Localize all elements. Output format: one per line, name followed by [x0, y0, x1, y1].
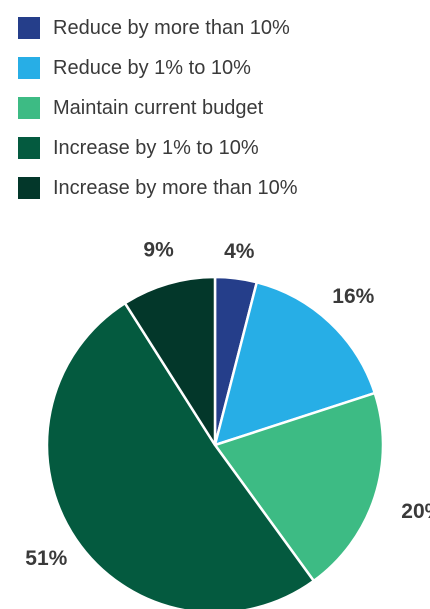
- pie-slice-5: [123, 275, 217, 447]
- legend-label: Maintain current budget: [53, 96, 264, 119]
- pie-value-label-4: 51%: [25, 547, 67, 570]
- legend-swatch: [18, 57, 40, 79]
- legend-swatch: [18, 177, 40, 199]
- legend-label: Increase by more than 10%: [53, 176, 298, 199]
- pie-value-label-2: 16%: [332, 285, 374, 308]
- legend-label: Reduce by more than 10%: [53, 16, 290, 39]
- legend-label: Increase by 1% to 10%: [53, 136, 259, 159]
- pie-value-label-3: 20%: [401, 500, 430, 523]
- legend-item-increase-1-to-10: Increase by 1% to 10%: [18, 128, 418, 168]
- legend-swatch: [18, 97, 40, 119]
- pie-slice-3: [213, 391, 385, 583]
- pie-value-label-5: 9%: [143, 239, 174, 262]
- legend-swatch: [18, 17, 40, 39]
- pie-slices: [45, 275, 385, 609]
- pie-slice-2: [213, 281, 377, 447]
- legend-item-reduce-more-than-10: Reduce by more than 10%: [18, 8, 418, 48]
- legend-item-increase-more-than-10: Increase by more than 10%: [18, 168, 418, 208]
- legend-swatch: [18, 137, 40, 159]
- pie-value-label-1: 4%: [224, 240, 255, 263]
- pie-slice-4: [45, 301, 315, 609]
- legend-label: Reduce by 1% to 10%: [53, 56, 251, 79]
- legend: Reduce by more than 10% Reduce by 1% to …: [18, 8, 418, 208]
- legend-item-reduce-1-to-10: Reduce by 1% to 10%: [18, 48, 418, 88]
- legend-item-maintain: Maintain current budget: [18, 88, 418, 128]
- pie-value-labels: 4% 16% 20% 51% 9%: [25, 239, 430, 571]
